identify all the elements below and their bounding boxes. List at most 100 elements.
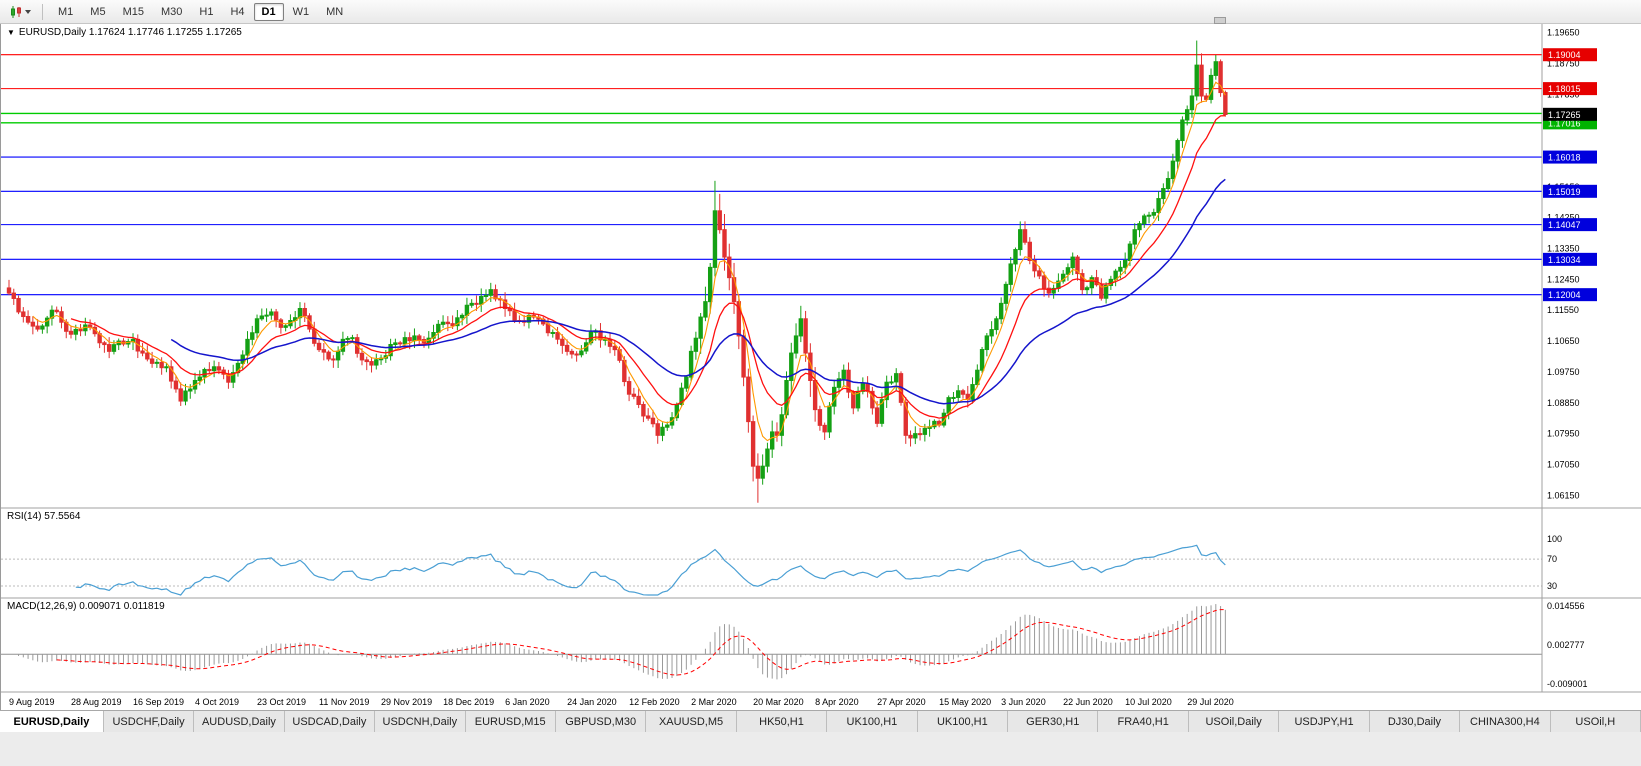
price-axis-label: 1.06150 bbox=[1547, 490, 1580, 500]
bottom-empty-strip bbox=[0, 732, 1641, 766]
macd-axis-label: 0.014556 bbox=[1547, 601, 1585, 611]
svg-text:1.17016: 1.17016 bbox=[1548, 118, 1581, 128]
toolbar-divider bbox=[42, 3, 43, 20]
rsi-axis-label: 30 bbox=[1547, 581, 1557, 591]
price-badge-1.16018 bbox=[1543, 150, 1597, 164]
chart-tab-usdjpy-h1[interactable]: USDJPY,H1 bbox=[1279, 711, 1370, 732]
chart-tab-uk100-h1[interactable]: UK100,H1 bbox=[827, 711, 918, 732]
date-axis-label: 8 Apr 2020 bbox=[815, 697, 859, 707]
date-axis-label: 24 Jan 2020 bbox=[567, 697, 617, 707]
chart-type-button[interactable] bbox=[5, 3, 35, 21]
timeframe-buttons: M1 M5 M15 M30 H1 H4 D1 W1 MN bbox=[50, 2, 351, 21]
chart-title: ▼ EURUSD,Daily 1.17624 1.17746 1.17255 1… bbox=[7, 27, 242, 38]
date-axis-label: 11 Nov 2019 bbox=[319, 697, 369, 707]
price-badge-1.14047 bbox=[1543, 218, 1597, 232]
chart-tab-eurusd-m15[interactable]: EURUSD,M15 bbox=[465, 711, 556, 732]
date-axis-label: 23 Oct 2019 bbox=[257, 697, 306, 707]
price-axis-label: 1.19650 bbox=[1547, 28, 1580, 38]
chart-tab-usdchf-daily[interactable]: USDCHF,Daily bbox=[103, 711, 195, 732]
date-axis-label: 27 Apr 2020 bbox=[877, 697, 926, 707]
chart-scrollbar-thumb[interactable] bbox=[1214, 17, 1226, 24]
chart-tab-gbpusd-m30[interactable]: GBPUSD,M30 bbox=[555, 711, 647, 732]
svg-text:1.16018: 1.16018 bbox=[1548, 153, 1581, 163]
svg-text:1.13034: 1.13034 bbox=[1548, 255, 1581, 265]
timeframe-button-h4[interactable]: H4 bbox=[230, 5, 245, 18]
price-chart-canvas[interactable]: 1.196501.187501.178501.169501.160501.151… bbox=[1, 24, 1641, 710]
chart-background bbox=[1, 24, 1641, 710]
timeframe-toolbar: M1 M5 M15 M30 H1 H4 D1 W1 MN bbox=[0, 0, 1641, 24]
chart-tab-hk50-h1[interactable]: HK50,H1 bbox=[736, 711, 828, 732]
macd-axis-label: -0.009001 bbox=[1547, 679, 1588, 689]
price-badge-1.17265 bbox=[1543, 107, 1597, 121]
rsi-axis-label: 70 bbox=[1547, 554, 1557, 564]
date-axis-label: 12 Feb 2020 bbox=[629, 697, 680, 707]
ma-mid-line bbox=[70, 115, 1226, 419]
chart-tab-usoil-h[interactable]: USOil,H bbox=[1550, 711, 1641, 732]
price-axis-label: 1.11550 bbox=[1547, 305, 1579, 315]
chart-tab-audusd-daily[interactable]: AUDUSD,Daily bbox=[194, 711, 285, 732]
timeframe-button-w1[interactable]: W1 bbox=[292, 5, 310, 18]
date-axis-label: 22 Jun 2020 bbox=[1063, 697, 1113, 707]
timeframe-button-h1[interactable]: H1 bbox=[199, 5, 214, 18]
date-axis-label: 29 Nov 2019 bbox=[381, 697, 432, 707]
macd-indicator-label: MACD(12,26,9) 0.009071 0.011819 bbox=[7, 601, 165, 612]
svg-text:1.19004: 1.19004 bbox=[1548, 50, 1581, 60]
svg-text:1.15019: 1.15019 bbox=[1548, 187, 1581, 197]
rsi-indicator-label: RSI(14) 57.5564 bbox=[7, 511, 81, 522]
macd-histogram bbox=[18, 604, 1226, 680]
chart-tab-dj30-daily[interactable]: DJ30,Daily bbox=[1369, 711, 1461, 732]
date-axis-label: 29 Jul 2020 bbox=[1187, 697, 1234, 707]
svg-text:1.17265: 1.17265 bbox=[1548, 110, 1581, 120]
timeframe-button-m5[interactable]: M5 bbox=[90, 5, 106, 18]
chart-tab-usdcnh-daily[interactable]: USDCNH,Daily bbox=[375, 711, 466, 732]
price-badge-1.12004 bbox=[1543, 288, 1597, 302]
price-axis-label: 1.13350 bbox=[1547, 244, 1580, 254]
chart-tab-xauusd-m5[interactable]: XAUUSD,M5 bbox=[646, 711, 737, 732]
timeframe-button-m15[interactable]: M15 bbox=[122, 5, 144, 18]
date-axis-label: 28 Aug 2019 bbox=[71, 697, 122, 707]
chart-tab-fra40-h1[interactable]: FRA40,H1 bbox=[1098, 711, 1189, 732]
price-axis-label: 1.08850 bbox=[1547, 398, 1580, 408]
chart-tab-usoil-daily[interactable]: USOil,Daily bbox=[1188, 711, 1280, 732]
rsi-line bbox=[75, 544, 1226, 596]
svg-text:1.12004: 1.12004 bbox=[1548, 290, 1581, 300]
price-badge-1.13034 bbox=[1543, 252, 1597, 266]
timeframe-button-mn[interactable]: MN bbox=[326, 5, 344, 18]
price-badge-1.15019 bbox=[1543, 184, 1597, 198]
price-badge-1.18015 bbox=[1543, 82, 1597, 96]
ma-fast-line bbox=[32, 81, 1226, 442]
chart-tab-china300-h4[interactable]: CHINA300,H4 bbox=[1460, 711, 1551, 732]
chart-tab-uk100-h1[interactable]: UK100,H1 bbox=[917, 711, 1009, 732]
price-axis-label: 1.10650 bbox=[1547, 336, 1580, 346]
date-axis-label: 15 May 2020 bbox=[939, 697, 991, 707]
svg-text:1.14047: 1.14047 bbox=[1548, 220, 1581, 230]
chart-title-text: EURUSD,Daily 1.17624 1.17746 1.17255 1.1… bbox=[18, 27, 242, 38]
macd-signal-line bbox=[56, 609, 1226, 676]
price-axis-label: 1.18750 bbox=[1547, 58, 1580, 68]
timeframe-button-d1[interactable]: D1 bbox=[253, 2, 284, 21]
date-axis-label: 2 Mar 2020 bbox=[691, 697, 737, 707]
chart-tab-usdcad-daily[interactable]: USDCAD,Daily bbox=[284, 711, 376, 732]
price-axis-label: 1.09750 bbox=[1547, 367, 1580, 377]
date-axis-label: 20 Mar 2020 bbox=[753, 697, 804, 707]
svg-text:1.18015: 1.18015 bbox=[1548, 84, 1581, 94]
timeframe-button-m1[interactable]: M1 bbox=[58, 5, 74, 18]
date-axis-label: 4 Oct 2019 bbox=[195, 697, 239, 707]
date-axis-label: 18 Dec 2019 bbox=[443, 697, 494, 707]
chart-window[interactable]: 1.196501.187501.178501.169501.160501.151… bbox=[0, 17, 1641, 710]
date-axis-label: 9 Aug 2019 bbox=[9, 697, 55, 707]
chevron-down-icon bbox=[25, 9, 31, 14]
timeframe-button-m30[interactable]: M30 bbox=[160, 5, 183, 18]
price-axis-label: 1.12450 bbox=[1547, 274, 1580, 284]
ma-slow-line bbox=[170, 178, 1226, 405]
chart-tab-ger30-h1[interactable]: GER30,H1 bbox=[1008, 711, 1099, 732]
price-axis-label: 1.07950 bbox=[1547, 429, 1580, 439]
chart-tab-eurusd-daily[interactable]: EURUSD,Daily bbox=[0, 711, 104, 732]
price-axis-label: 1.07050 bbox=[1547, 459, 1580, 469]
dropdown-triangle-icon[interactable]: ▼ bbox=[7, 27, 15, 37]
macd-axis-label: 0.002777 bbox=[1547, 640, 1585, 650]
candlestick-chart-icon bbox=[11, 5, 21, 18]
price-badge-1.19004 bbox=[1543, 48, 1597, 62]
rsi-axis-label: 100 bbox=[1547, 534, 1562, 544]
